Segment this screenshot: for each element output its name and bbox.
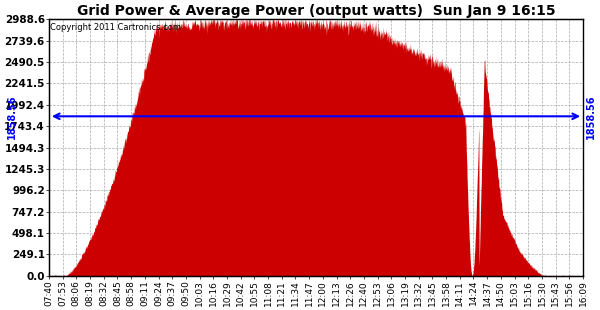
Text: Copyright 2011 Cartronics.com: Copyright 2011 Cartronics.com bbox=[50, 23, 181, 32]
Title: Grid Power & Average Power (output watts)  Sun Jan 9 16:15: Grid Power & Average Power (output watts… bbox=[77, 4, 556, 18]
Text: 1858.56: 1858.56 bbox=[7, 94, 17, 139]
